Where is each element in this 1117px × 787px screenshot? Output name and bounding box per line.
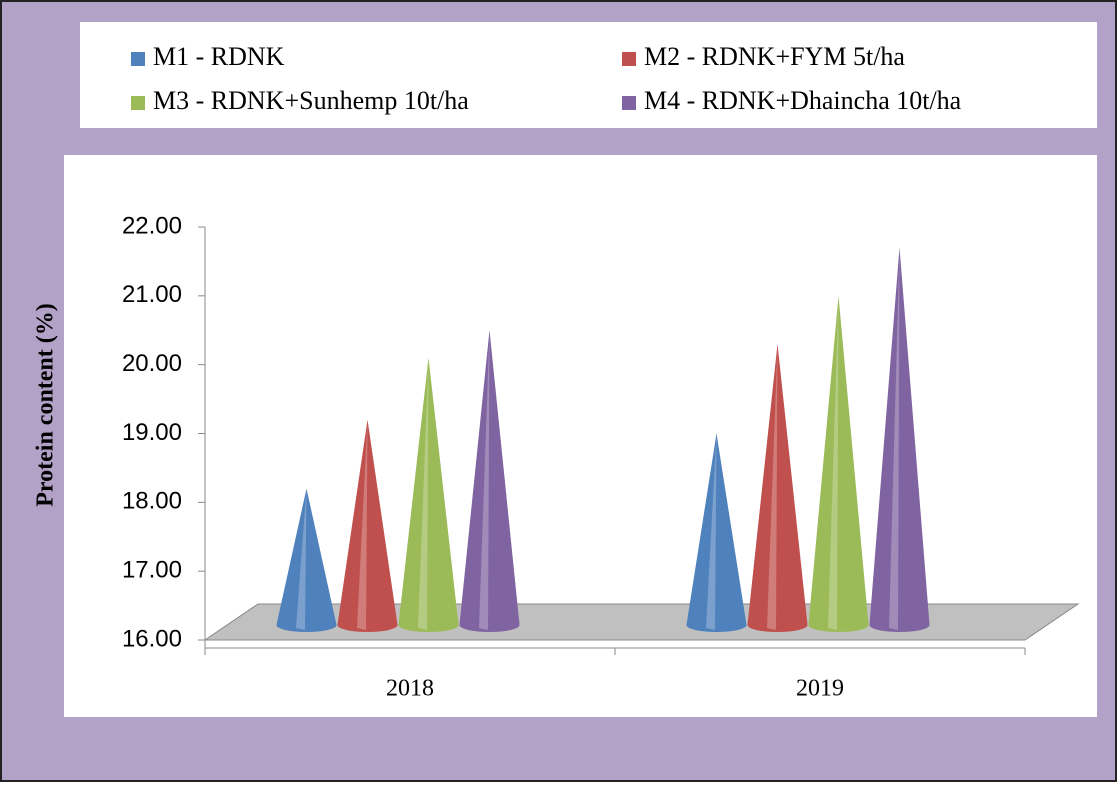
legend-label: M1 - RDNK <box>153 42 285 71</box>
legend-label: M3 - RDNK+Sunhemp 10t/ha <box>153 86 469 115</box>
cone-highlight <box>828 295 839 630</box>
cone-shade <box>276 488 337 633</box>
cone-highlight <box>357 419 368 630</box>
cone-shade <box>337 419 398 633</box>
legend-swatch <box>131 52 145 66</box>
floor <box>203 603 1080 641</box>
x-tick-label: 2018 <box>386 676 434 702</box>
y-axis-title: Protein content (%) <box>33 303 59 507</box>
cone-shade <box>459 330 520 633</box>
y-tick-label: 20.00 <box>122 350 182 377</box>
cone-highlight <box>706 433 717 630</box>
cone-highlight <box>479 330 490 630</box>
cone-highlight <box>418 357 429 630</box>
y-tick-label: 17.00 <box>122 557 182 584</box>
legend-swatch <box>131 96 145 110</box>
legend-label: M4 - RDNK+Dhaincha 10t/ha <box>644 86 962 115</box>
legend-box <box>80 22 1097 128</box>
legend-label: M2 - RDNK+FYM 5t/ha <box>644 42 905 71</box>
cone-highlight <box>767 344 778 630</box>
cone-shade <box>747 344 808 633</box>
cone-highlight <box>889 247 900 630</box>
cone-shade <box>869 247 930 633</box>
cone-shade <box>398 357 459 633</box>
legend-swatch <box>622 52 636 66</box>
cone-shade <box>686 433 747 633</box>
y-tick-label: 21.00 <box>122 281 182 308</box>
cone-shade <box>808 295 869 633</box>
cone-highlight <box>296 488 307 630</box>
x-tick-label: 2019 <box>796 676 844 702</box>
y-tick-label: 22.00 <box>122 212 182 239</box>
legend-swatch <box>622 96 636 110</box>
y-tick-label: 16.00 <box>122 625 182 652</box>
y-tick-label: 19.00 <box>122 419 182 446</box>
y-tick-label: 18.00 <box>122 488 182 515</box>
